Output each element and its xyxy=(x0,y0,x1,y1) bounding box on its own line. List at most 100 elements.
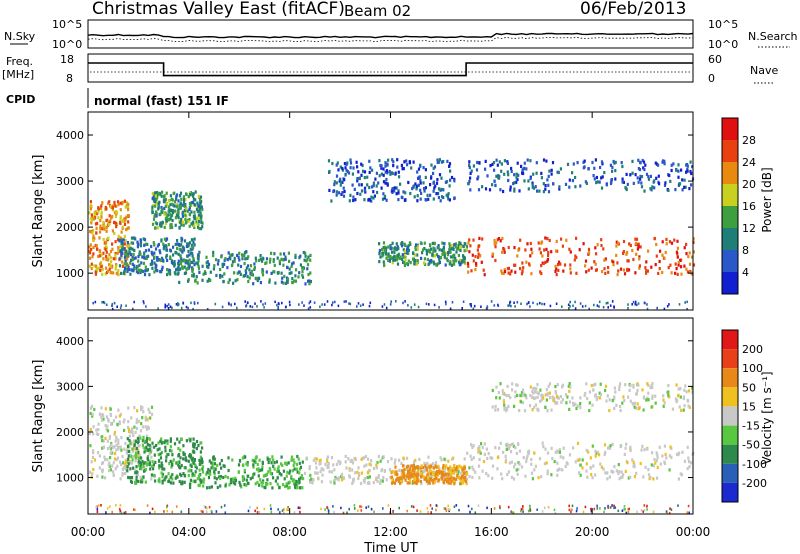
heatmap-cell xyxy=(102,221,105,225)
heatmap-cell xyxy=(187,279,190,283)
heatmap-cell xyxy=(461,474,464,478)
heatmap-cell xyxy=(525,167,528,171)
heatmap-cell xyxy=(668,468,671,472)
heatmap-cell xyxy=(184,261,187,265)
heatmap-cell xyxy=(581,466,584,470)
heatmap-cell xyxy=(181,266,184,270)
heatmap-cell xyxy=(151,208,154,212)
heatmap-cell xyxy=(435,472,438,476)
heatmap-cell xyxy=(151,460,154,464)
heatmap-cell xyxy=(215,477,218,481)
heatmap-cell xyxy=(169,223,172,227)
colorbar-tick-label: 50 xyxy=(742,381,756,394)
heatmap-cell xyxy=(555,302,558,305)
heatmap-cell xyxy=(111,302,114,306)
heatmap-cell xyxy=(187,469,190,473)
heatmap-cell xyxy=(683,246,686,250)
heatmap-cell xyxy=(427,510,429,514)
heatmap-cell xyxy=(365,506,367,509)
heatmap-cell xyxy=(550,168,553,172)
heatmap-cell xyxy=(447,459,450,463)
heatmap-cell xyxy=(682,395,686,399)
heatmap-cell xyxy=(182,195,185,199)
heatmap-cell xyxy=(205,472,208,476)
heatmap-cell xyxy=(511,388,514,392)
heatmap-cell xyxy=(402,301,404,305)
heatmap-cell xyxy=(269,471,272,476)
heatmap-cell xyxy=(422,469,425,473)
heatmap-cell xyxy=(305,456,308,460)
heatmap-cell xyxy=(485,471,488,476)
heatmap-cell xyxy=(434,249,437,253)
heatmap-cell xyxy=(164,449,167,453)
heatmap-cell xyxy=(135,454,138,458)
heatmap-cell xyxy=(259,468,262,472)
heatmap-cell xyxy=(191,472,194,476)
heatmap-cell xyxy=(655,254,658,258)
heatmap-cell xyxy=(196,201,199,205)
heatmap-cell xyxy=(391,241,394,245)
heatmap-cell xyxy=(356,191,359,196)
heatmap-cell xyxy=(529,394,532,398)
heatmap-cell xyxy=(112,204,115,208)
heatmap-cell xyxy=(389,244,392,248)
heatmap-cell xyxy=(136,436,139,441)
heatmap-cell xyxy=(104,476,107,480)
heatmap-cell xyxy=(683,178,686,182)
heatmap-cell xyxy=(173,209,176,213)
heatmap-cell xyxy=(367,481,370,485)
heatmap-cell xyxy=(513,189,516,193)
heatmap-cell xyxy=(481,445,484,450)
heatmap-cell xyxy=(189,468,192,472)
heatmap-cell xyxy=(447,473,450,477)
heatmap-cell xyxy=(604,450,607,454)
noise-right-tick-low: 10^0 xyxy=(708,38,738,51)
heatmap-cell xyxy=(129,272,132,276)
heatmap-cell xyxy=(192,197,195,201)
heatmap-cell xyxy=(306,267,309,271)
heatmap-cell xyxy=(686,307,688,311)
heatmap-cell xyxy=(189,203,192,207)
heatmap-cell xyxy=(265,472,269,476)
heatmap-cell xyxy=(308,282,311,286)
heatmap-cell xyxy=(333,183,336,187)
heatmap-cell xyxy=(382,246,385,250)
heatmap-cell xyxy=(137,448,140,452)
heatmap-cell xyxy=(616,261,619,265)
heatmap-cell xyxy=(192,258,195,262)
heatmap-cell xyxy=(631,171,634,175)
heatmap-cell xyxy=(207,467,210,472)
heatmap-cell xyxy=(141,255,144,259)
heatmap-cell xyxy=(510,269,513,273)
heatmap-cell xyxy=(137,464,141,468)
heatmap-cell xyxy=(684,301,686,304)
heatmap-cell xyxy=(113,231,116,236)
heatmap-cell xyxy=(491,388,494,393)
heatmap-cell xyxy=(237,255,240,259)
heatmap-cell xyxy=(413,195,416,199)
heatmap-cell xyxy=(276,271,279,275)
heatmap-cell xyxy=(270,510,273,514)
heatmap-cell xyxy=(367,197,370,202)
heatmap-cell xyxy=(284,255,287,259)
heatmap-cell xyxy=(367,475,370,480)
heatmap-cell xyxy=(415,243,418,247)
heatmap-cell xyxy=(232,281,235,285)
heatmap-cell xyxy=(299,465,303,469)
heatmap-cell xyxy=(642,166,645,170)
heatmap-cell xyxy=(508,447,511,451)
heatmap-cell xyxy=(469,176,472,180)
heatmap-cell xyxy=(151,262,154,266)
heatmap-cell xyxy=(301,301,303,304)
heatmap-cell xyxy=(471,465,474,469)
heatmap-cell xyxy=(172,210,175,215)
heatmap-cell xyxy=(189,485,192,489)
heatmap-cell xyxy=(216,485,219,490)
heatmap-cell xyxy=(501,271,504,275)
heatmap-cell xyxy=(105,254,108,258)
heatmap-cell xyxy=(398,468,401,472)
heatmap-cell xyxy=(119,245,122,249)
heatmap-cell xyxy=(187,474,190,478)
heatmap-cell xyxy=(175,205,178,209)
heatmap-cell xyxy=(665,237,668,241)
